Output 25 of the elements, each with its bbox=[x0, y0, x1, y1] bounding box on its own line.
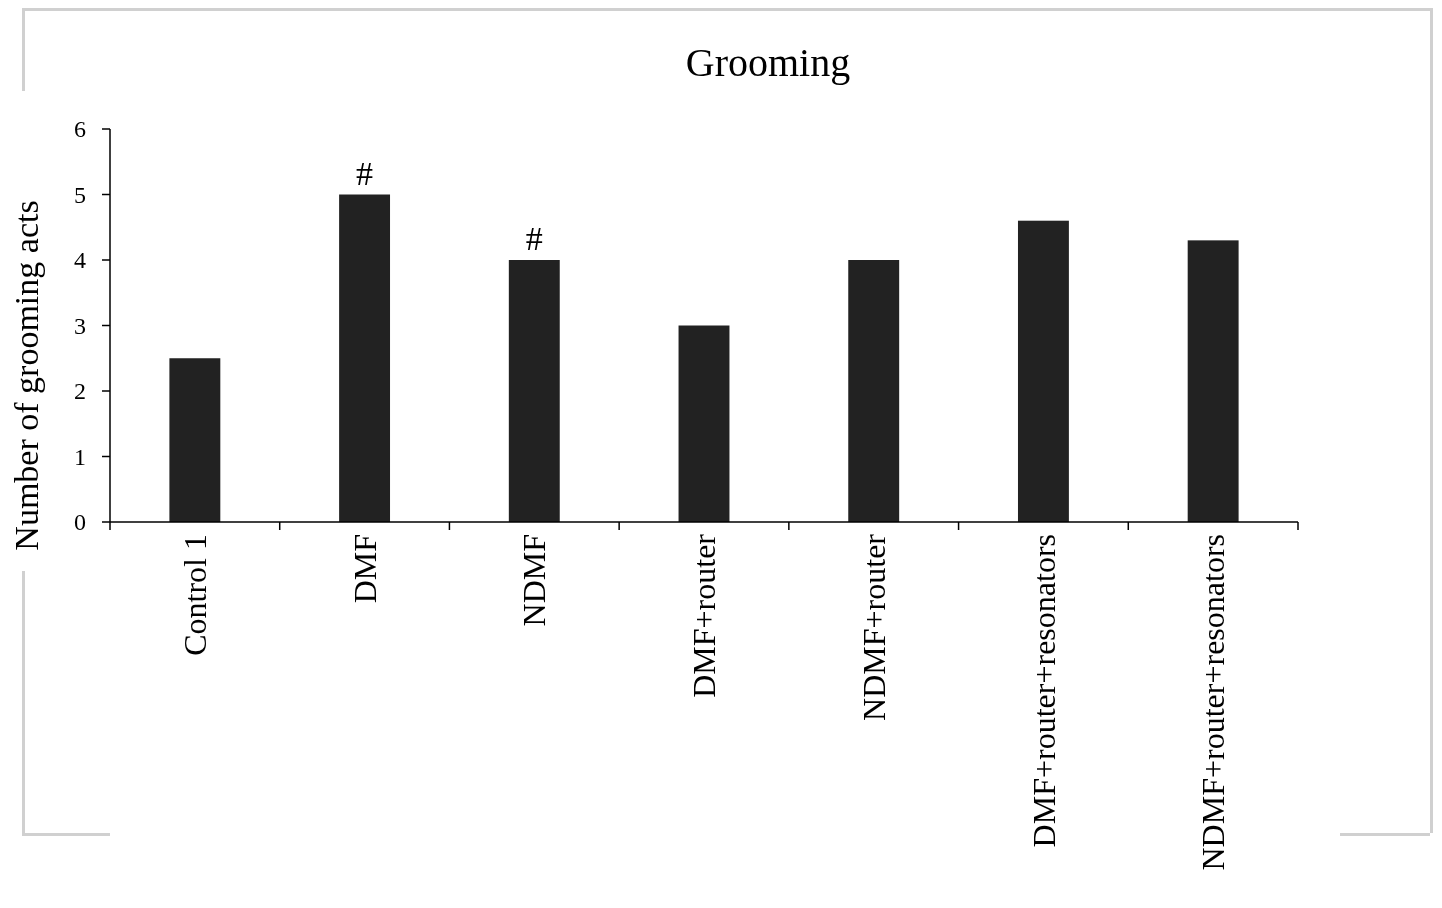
bar bbox=[678, 325, 730, 522]
y-tick-label: 5 bbox=[74, 181, 86, 208]
y-tick-label: 6 bbox=[74, 116, 86, 143]
bar bbox=[1017, 220, 1069, 522]
x-tick-label: NDMF+router+resonators bbox=[1195, 534, 1232, 871]
x-tick-label: NDMF bbox=[516, 534, 553, 627]
x-tick-label: NDMF+router bbox=[855, 533, 892, 721]
y-tick-label: 4 bbox=[74, 247, 86, 274]
annotation: # bbox=[356, 154, 374, 192]
x-tick-label: DMF bbox=[346, 534, 383, 604]
y-tick-label: 1 bbox=[74, 443, 86, 470]
x-tick-label: DMF+router+resonators bbox=[1025, 534, 1062, 848]
bar bbox=[508, 260, 560, 522]
annotation: # bbox=[525, 220, 543, 257]
chart-title: Grooming bbox=[685, 40, 851, 85]
y-axis-title: Number of grooming acts bbox=[8, 200, 45, 551]
y-tick-label: 0 bbox=[74, 509, 86, 536]
x-tick-label: Control 1 bbox=[177, 534, 214, 656]
y-tick-label: 2 bbox=[74, 378, 86, 405]
bar bbox=[339, 194, 391, 522]
bar bbox=[1187, 240, 1239, 522]
bar bbox=[848, 260, 900, 522]
x-tick-label: DMF+router bbox=[686, 533, 723, 698]
bar bbox=[169, 358, 221, 522]
y-tick-label: 3 bbox=[74, 312, 86, 339]
